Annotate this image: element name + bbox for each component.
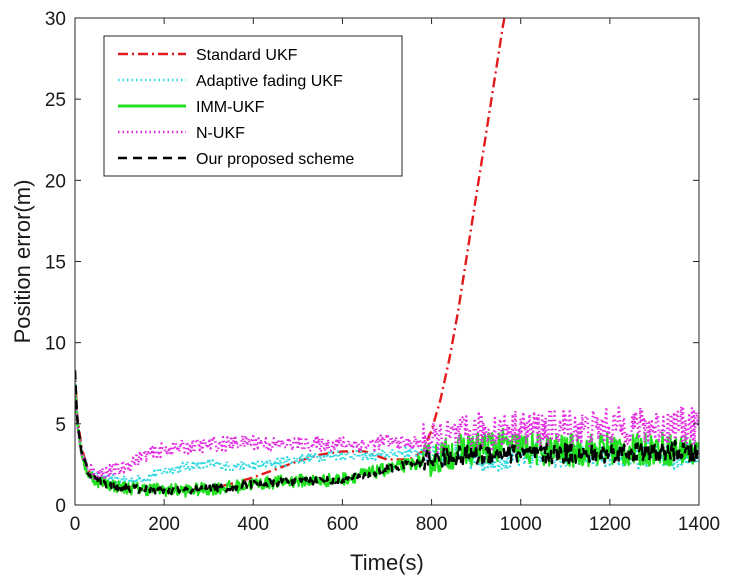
legend-label: IMM-UKF bbox=[196, 99, 265, 116]
x-tick-label: 800 bbox=[416, 514, 448, 535]
y-axis-label: Position error(m) bbox=[10, 180, 35, 344]
x-tick-label: 1200 bbox=[589, 514, 631, 535]
legend-label: N-UKF bbox=[196, 125, 245, 142]
series-line-4 bbox=[75, 391, 699, 481]
legend: Standard UKF Adaptive fading UKF IMM-UKF N-… bbox=[103, 35, 403, 177]
x-tick-label: 600 bbox=[327, 514, 359, 535]
x-tick-label: 1400 bbox=[678, 514, 720, 535]
x-tick-label: 1000 bbox=[500, 514, 542, 535]
series-line-1 bbox=[75, 18, 506, 493]
y-tick-label: 0 bbox=[55, 496, 66, 517]
y-tick-label: 30 bbox=[45, 9, 66, 30]
x-tick-label: 200 bbox=[148, 514, 180, 535]
x-tick-label: 400 bbox=[237, 514, 269, 535]
y-tick-label: 10 bbox=[45, 334, 66, 355]
legend-label: Standard UKF bbox=[196, 47, 298, 64]
legend-label: Adaptive fading UKF bbox=[196, 73, 343, 90]
y-tick-label: 15 bbox=[45, 253, 66, 274]
series-line-5 bbox=[75, 370, 699, 496]
axes-layer: 0 200 400 600 800 1000 1200 1400 0 5 10 15 20 25 30 bbox=[45, 9, 720, 535]
y-tick-label: 25 bbox=[45, 90, 66, 111]
legend-label: Our proposed scheme bbox=[196, 151, 354, 168]
x-tick-label: 0 bbox=[70, 514, 81, 535]
series-layer bbox=[75, 18, 699, 498]
y-tick-label: 5 bbox=[55, 415, 66, 436]
y-tick-label: 20 bbox=[45, 171, 66, 192]
x-axis-label: Time(s) bbox=[350, 550, 424, 575]
